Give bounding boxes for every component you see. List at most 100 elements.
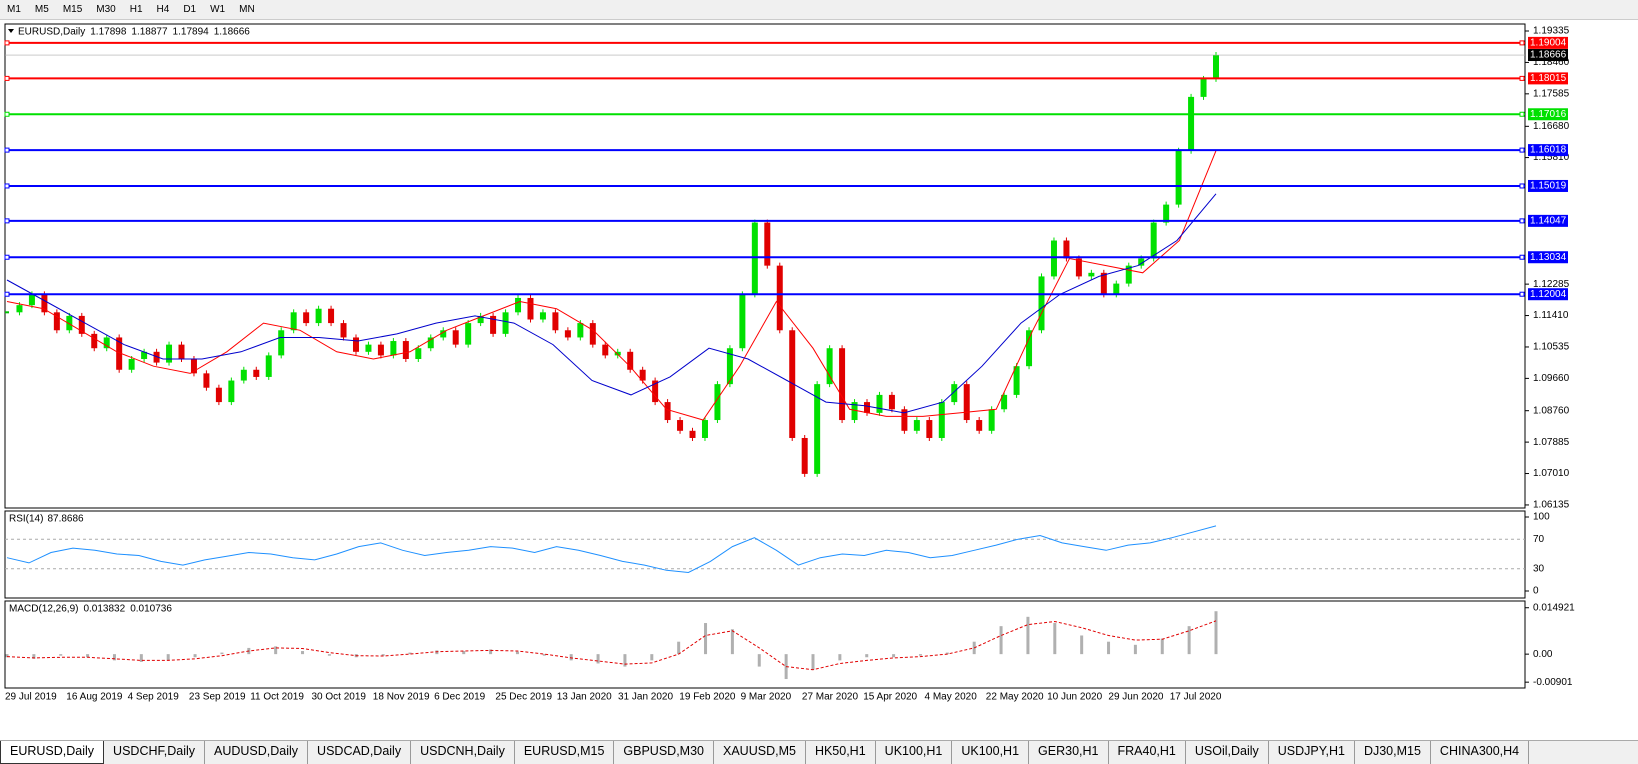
candle	[1138, 258, 1145, 266]
level-handle	[4, 111, 10, 117]
symbol: EURUSD,Daily	[18, 27, 85, 38]
chart-tab[interactable]: UK100,H1	[876, 741, 953, 764]
chart-tab[interactable]: FRA40,H1	[1109, 741, 1186, 764]
timeframe-button[interactable]: M30	[96, 4, 116, 15]
candle	[913, 420, 920, 431]
macd-bar	[945, 652, 949, 655]
candle	[1075, 258, 1082, 277]
candle	[1038, 276, 1045, 331]
macd-signal-line	[6, 620, 1217, 671]
chart-tab[interactable]: USOil,Daily	[1186, 741, 1269, 764]
level-handle	[1519, 291, 1525, 297]
candle	[116, 337, 123, 370]
candle	[477, 315, 484, 324]
candle	[789, 330, 796, 438]
macd-main: 0.013832	[83, 604, 125, 615]
candle	[290, 312, 297, 331]
date-label: 30 Oct 2019	[312, 692, 367, 703]
current-price-box	[1528, 49, 1568, 62]
candle	[502, 312, 509, 334]
candle	[552, 312, 559, 331]
date-label: 9 Mar 2020	[741, 692, 792, 703]
chart-tab[interactable]: UK100,H1	[952, 741, 1030, 764]
candle	[315, 308, 322, 324]
candle	[66, 315, 73, 331]
chart-tab[interactable]: AUDUSD,Daily	[205, 741, 309, 764]
date-label: 22 May 2020	[986, 692, 1044, 703]
candle	[951, 384, 958, 403]
chart-tab[interactable]: GBPUSD,M30	[614, 741, 714, 764]
chart-tab[interactable]: XAUUSD,M5	[714, 741, 806, 764]
candle	[876, 394, 883, 413]
chart-tab[interactable]: CHINA300,H4	[1431, 741, 1530, 764]
macd-bar	[86, 654, 90, 658]
level-label-box	[1528, 36, 1568, 49]
rsi-tick-label: 70	[1533, 534, 1545, 545]
ma-slow	[6, 193, 1217, 414]
candle	[16, 305, 23, 313]
macd-bar	[569, 654, 573, 661]
y-tick-label: 1.15810	[1533, 152, 1570, 163]
timeframe-button[interactable]: H1	[129, 4, 143, 15]
candle	[128, 358, 135, 370]
timeframe-button[interactable]: MN	[239, 4, 255, 15]
date-label: 17 Jul 2020	[1170, 692, 1222, 703]
candle	[203, 373, 210, 388]
candle	[352, 337, 359, 352]
macd-bar	[462, 651, 466, 655]
level-label: 1.13034	[1530, 252, 1567, 263]
candle	[901, 409, 908, 431]
chart-tab[interactable]: GER30,H1	[1029, 741, 1109, 764]
candle	[465, 323, 472, 345]
macd-bar	[301, 651, 305, 655]
level-handle	[4, 40, 10, 46]
level-handle	[1519, 40, 1525, 46]
timeframe-button[interactable]: W1	[210, 4, 226, 15]
rsi-tick-label: 0	[1533, 586, 1539, 597]
timeframe-button[interactable]: H4	[156, 4, 170, 15]
ma-fast	[6, 150, 1217, 421]
macd-bar	[139, 654, 143, 662]
timeframe-button[interactable]: M15	[62, 4, 83, 15]
chart-tab[interactable]: USDJPY,H1	[1269, 741, 1355, 764]
candle	[1050, 240, 1057, 277]
macd-bar	[1133, 644, 1137, 655]
y-tick-label: 1.08760	[1533, 405, 1570, 416]
level-label-box	[1528, 108, 1568, 121]
candle	[1113, 283, 1120, 295]
candle	[864, 402, 871, 413]
chart-tab[interactable]: USDCAD,Daily	[308, 741, 412, 764]
level-handle	[1519, 254, 1525, 260]
macd-bar	[5, 654, 9, 658]
candle	[839, 348, 846, 421]
date-label: 6 Dec 2019	[434, 692, 486, 703]
macd-bar	[1080, 635, 1084, 655]
timeframe-button[interactable]: M1	[7, 4, 21, 15]
candle	[938, 402, 945, 438]
candle	[41, 294, 48, 313]
macd-bar	[435, 650, 439, 655]
level-label: 1.19004	[1530, 38, 1567, 49]
candle	[103, 337, 110, 349]
candle	[1001, 394, 1008, 410]
macd-name: MACD(12,26,9)	[9, 604, 78, 615]
chart-tab[interactable]: EURUSD,M15	[515, 741, 615, 764]
timeframe-button[interactable]: M5	[34, 4, 49, 15]
chart-tab[interactable]: DJ30,M15	[1355, 741, 1431, 764]
chart-tab[interactable]: HK50,H1	[806, 741, 876, 764]
chart-tab[interactable]: EURUSD,Daily	[0, 741, 105, 764]
level-label: 1.14047	[1530, 216, 1567, 227]
rsi-tick-label: 30	[1533, 563, 1545, 574]
macd-tick-label: -0.00901	[1533, 677, 1573, 688]
macd-tick-label: 0.014921	[1533, 602, 1575, 613]
level-label-box	[1528, 251, 1568, 264]
macd-bar	[193, 654, 197, 658]
candle	[714, 384, 721, 421]
candle	[602, 344, 609, 356]
timeframe-button[interactable]: D1	[183, 4, 197, 15]
macd-bar	[650, 654, 654, 661]
chart-tab[interactable]: USDCHF,Daily	[104, 741, 205, 764]
candle	[490, 315, 497, 334]
macd-bar	[811, 654, 815, 670]
chart-tab[interactable]: USDCNH,Daily	[411, 741, 515, 764]
